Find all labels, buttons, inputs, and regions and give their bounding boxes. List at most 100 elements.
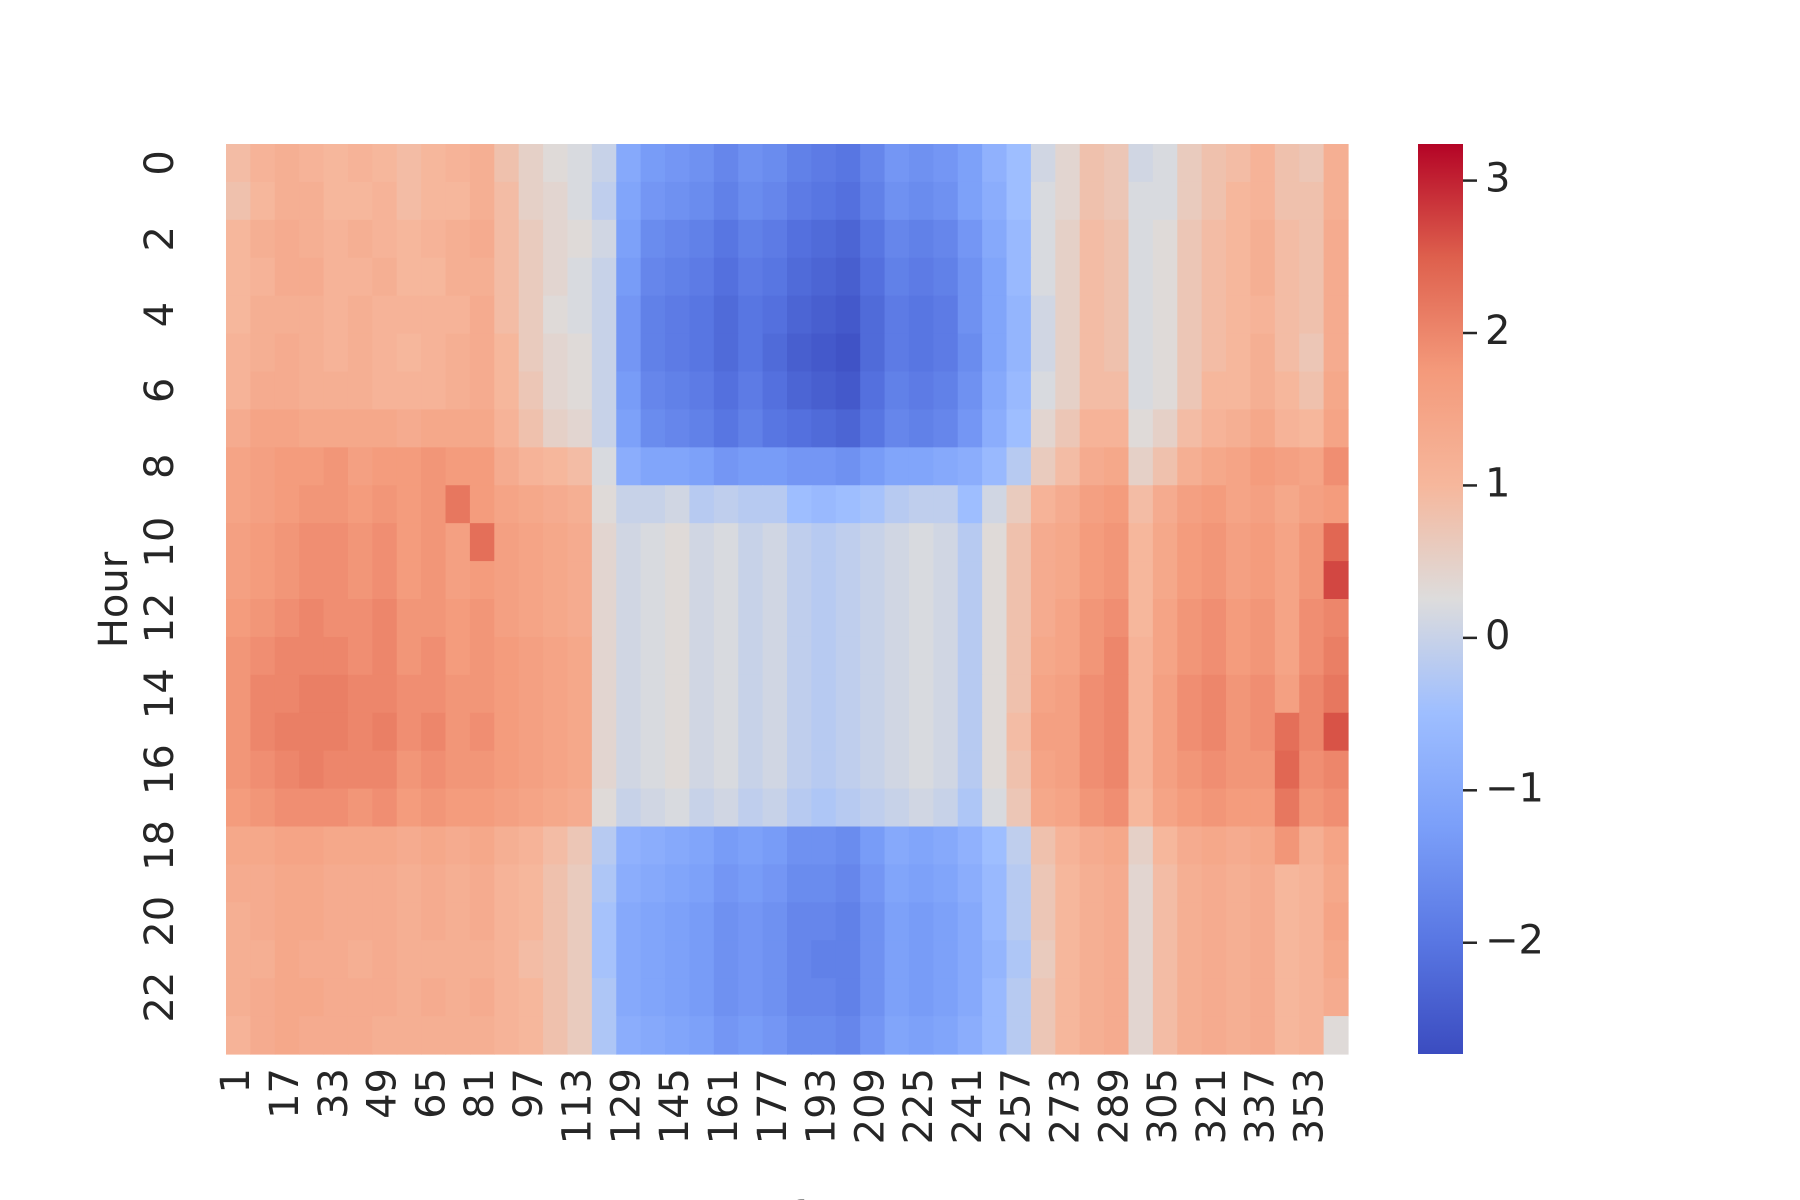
heatmap-cell — [787, 181, 812, 221]
heatmap-cell — [323, 902, 349, 941]
heatmap-cell — [1128, 333, 1154, 373]
heatmap-cell — [543, 144, 569, 183]
heatmap-cell — [1128, 181, 1154, 221]
heatmap-cell — [713, 636, 739, 676]
heatmap-cell — [469, 636, 495, 676]
heatmap-cell — [323, 295, 349, 335]
heatmap-cell — [299, 674, 325, 714]
heatmap-cell — [933, 674, 959, 714]
heatmap-cell — [713, 674, 739, 714]
heatmap-cell — [372, 257, 398, 297]
heatmap-cell — [957, 219, 983, 259]
heatmap-cell — [1030, 864, 1056, 903]
y-tick-label: 18 — [137, 820, 183, 871]
heatmap-cell — [1006, 712, 1032, 752]
heatmap-cell — [1128, 144, 1154, 183]
heatmap-cell — [762, 826, 788, 866]
heatmap-cell — [591, 561, 617, 600]
heatmap-cell — [421, 257, 447, 297]
heatmap-cell — [543, 409, 569, 448]
heatmap-cell — [1274, 978, 1300, 1017]
heatmap-cell — [372, 864, 398, 903]
heatmap-cell — [1055, 750, 1081, 790]
heatmap-cell — [1201, 257, 1227, 297]
heatmap-cell — [347, 1016, 373, 1055]
heatmap-cell — [1128, 864, 1154, 903]
y-tick-label: 14 — [137, 668, 183, 719]
heatmap-cell — [640, 902, 666, 941]
heatmap-cell — [811, 978, 837, 1017]
heatmap-cell — [1006, 219, 1032, 259]
heatmap-cell — [1299, 712, 1325, 752]
y-tick-label: 6 — [137, 378, 183, 403]
heatmap-cell — [982, 485, 1008, 524]
x-tick-label: 17 — [262, 1068, 308, 1119]
heatmap-cell — [1323, 523, 1349, 562]
heatmap-cell — [1250, 750, 1276, 790]
heatmap-cell — [713, 409, 739, 448]
heatmap-cell — [226, 144, 251, 183]
heatmap-cell — [689, 333, 715, 373]
heatmap-cell — [640, 219, 666, 259]
heatmap-cell — [1299, 144, 1325, 183]
heatmap-cell — [1274, 219, 1300, 259]
heatmap-cell — [835, 523, 861, 562]
heatmap-cell — [957, 447, 983, 486]
heatmap-cell — [396, 940, 422, 979]
heatmap-cell — [1079, 826, 1105, 866]
heatmap-cell — [1250, 902, 1276, 941]
heatmap-cell — [347, 750, 373, 790]
heatmap-cell — [445, 750, 471, 790]
heatmap-cell — [957, 523, 983, 562]
heatmap-cell — [543, 750, 569, 790]
heatmap-cell — [1055, 523, 1081, 562]
heatmap-cell — [250, 750, 276, 790]
heatmap-cell — [640, 144, 666, 183]
heatmap-cell — [445, 447, 471, 486]
heatmap-cell — [543, 523, 569, 562]
heatmap-cell — [591, 864, 617, 903]
heatmap-cell — [1299, 219, 1325, 259]
heatmap-cell — [1201, 750, 1227, 790]
heatmap-cell — [1030, 333, 1056, 373]
heatmap-cell — [860, 788, 886, 828]
heatmap-cell — [957, 561, 983, 600]
heatmap-cell — [567, 295, 593, 335]
heatmap-cell — [518, 219, 544, 259]
heatmap-cell — [811, 181, 837, 221]
heatmap-cell — [1152, 181, 1178, 221]
heatmap-cell — [835, 750, 861, 790]
heatmap-cell — [347, 902, 373, 941]
heatmap-cell — [1177, 181, 1203, 221]
heatmap-cell — [445, 599, 471, 638]
heatmap-cell — [835, 561, 861, 600]
heatmap-cell — [250, 144, 276, 183]
heatmap-cell — [591, 978, 617, 1017]
heatmap-cell — [274, 636, 300, 676]
heatmap-cell — [908, 788, 934, 828]
heatmap-cell — [762, 864, 788, 903]
heatmap-cell — [567, 1016, 593, 1055]
heatmap-cell — [518, 978, 544, 1017]
heatmap-cell — [1104, 788, 1130, 828]
heatmap-cell — [616, 599, 642, 638]
heatmap-cell — [908, 826, 934, 866]
heatmap-cell — [616, 826, 642, 866]
heatmap-cell — [860, 561, 886, 600]
heatmap-cell — [1055, 485, 1081, 524]
heatmap-cell — [640, 257, 666, 297]
heatmap-cell — [421, 826, 447, 866]
heatmap-cell — [1226, 447, 1252, 486]
heatmap-cell — [933, 978, 959, 1017]
heatmap-cell — [567, 257, 593, 297]
heatmap-cell — [1030, 599, 1056, 638]
heatmap-cell — [421, 371, 447, 411]
heatmap-cell — [738, 599, 764, 638]
heatmap-cell — [1299, 333, 1325, 373]
heatmap-cell — [567, 523, 593, 562]
heatmap-cell — [713, 712, 739, 752]
heatmap-cell — [250, 523, 276, 562]
heatmap-cell — [1104, 181, 1130, 221]
heatmap-cell — [1055, 636, 1081, 676]
heatmap-cell — [1128, 750, 1154, 790]
